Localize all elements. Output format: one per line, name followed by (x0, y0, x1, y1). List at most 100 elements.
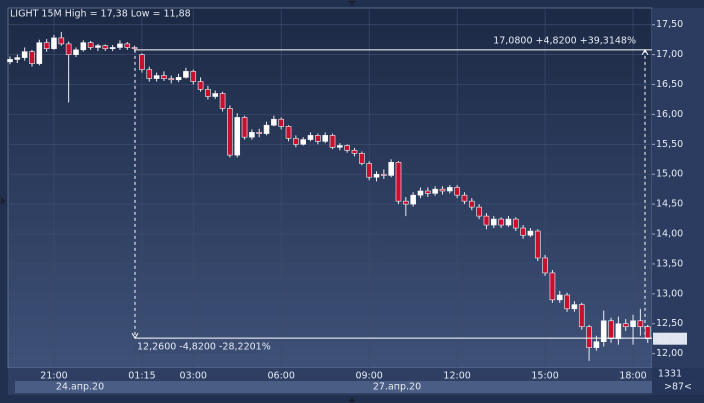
candle-body (637, 320, 644, 328)
candle-body (556, 294, 563, 301)
x-tick-label: 18:00 (619, 371, 646, 382)
y-tick-label: 16,50 (656, 79, 683, 90)
y-tick-label: 14,00 (656, 229, 683, 240)
candle-body (124, 43, 131, 48)
y-tick-label: 16,00 (656, 109, 683, 120)
y-tick-label: 12,00 (656, 348, 683, 359)
candle-body (337, 145, 343, 148)
candle-body (615, 323, 622, 339)
candle-body (117, 43, 123, 48)
candle-body (7, 59, 13, 63)
y-tick-label: 15,00 (656, 169, 683, 180)
chart-title: LIGHT 15M High = 17,38 Low = 11,88 (10, 9, 191, 20)
candle-body (512, 218, 519, 229)
candle-body (175, 77, 182, 81)
candle-body (51, 37, 57, 49)
candle-body (146, 69, 153, 79)
candle-body (58, 37, 65, 45)
y-tick-label: 14,50 (656, 199, 683, 210)
candle-body (131, 47, 138, 49)
candle-body (263, 124, 270, 134)
candle-body (366, 163, 372, 178)
candle-body (417, 190, 424, 196)
candle-body (446, 187, 453, 192)
candle-body (432, 188, 438, 194)
candle-body (571, 304, 578, 310)
candle-body (344, 145, 350, 151)
candle-body (102, 45, 109, 49)
scroll-arrow[interactable] (348, 1, 356, 6)
x-tick-label: 09:00 (355, 371, 382, 382)
candle-body (87, 42, 94, 48)
candle-body (21, 51, 28, 58)
candle-body (234, 117, 241, 156)
candle-body (227, 108, 233, 156)
candle-body (271, 118, 277, 126)
candle-body (29, 51, 35, 64)
candle-body (622, 323, 629, 328)
candle-body (359, 153, 365, 164)
candle-body (351, 150, 358, 154)
candle-body (153, 75, 160, 79)
y-tick-label: 13,50 (656, 258, 683, 269)
candle-body (300, 139, 307, 145)
candle-body (461, 194, 468, 202)
measure-arrow (131, 332, 139, 340)
candle-body (608, 320, 614, 339)
candle-body (249, 132, 255, 138)
candle-body (139, 54, 145, 70)
y-tick-label: 13,00 (656, 288, 683, 299)
candle-body (322, 135, 328, 142)
candle-body (564, 294, 570, 310)
counter-panel (652, 368, 704, 395)
candle-body (161, 75, 167, 79)
scroll-arrow[interactable] (348, 397, 356, 402)
candle-body (534, 230, 541, 259)
candle-body (307, 135, 314, 140)
candle-body (593, 341, 600, 348)
candle-body (410, 194, 416, 205)
candle-body (285, 126, 292, 139)
y-tick-label: 17,00 (656, 49, 683, 60)
candle-body (498, 218, 504, 226)
candle-body (293, 138, 299, 145)
candle-body (241, 117, 248, 138)
candle-body (388, 161, 394, 176)
candle-body (168, 78, 175, 81)
candle-body (183, 71, 189, 78)
date-label: 27.апр.20 (373, 382, 421, 393)
candle-body (505, 218, 512, 226)
y-tick-label: 17,50 (656, 19, 683, 30)
candle-body (630, 320, 636, 328)
candle-body (549, 272, 556, 301)
y-tick-label: 12,50 (656, 318, 683, 329)
measure-low-label-bg (135, 341, 261, 354)
candle-body (476, 206, 482, 217)
date-label: 24.апр.20 (56, 382, 104, 393)
candle-body (190, 71, 197, 82)
candle-body (425, 190, 431, 194)
y-tick-label: 15,50 (656, 139, 683, 150)
candle-body (109, 47, 116, 49)
measure-high-label: 17,0800 +4,8200 +39,3148% (493, 35, 636, 46)
x-tick-label: 03:00 (180, 371, 207, 382)
candle-body (454, 187, 460, 196)
last-price-label: 12,25 (656, 333, 683, 344)
counter: 1331 (658, 369, 682, 380)
candle-body (14, 57, 21, 60)
measure-low-label: 12,2600 -4,8200 -28,2201% (137, 342, 271, 353)
candle-body (600, 320, 607, 342)
candle-body (586, 326, 592, 348)
x-tick-label: 15:00 (531, 371, 558, 382)
x-tick-label: 12:00 (443, 371, 470, 382)
candle-body (329, 135, 336, 148)
candle-body (73, 49, 79, 55)
plot-area (7, 7, 653, 369)
y-axis-panel (652, 8, 704, 368)
candle-body (403, 200, 409, 205)
candle-body (256, 132, 263, 134)
last-price-box (653, 332, 687, 345)
scroll-arrow[interactable] (1, 197, 6, 205)
candle-body (644, 326, 651, 339)
counter-sub: >87< (664, 382, 692, 393)
